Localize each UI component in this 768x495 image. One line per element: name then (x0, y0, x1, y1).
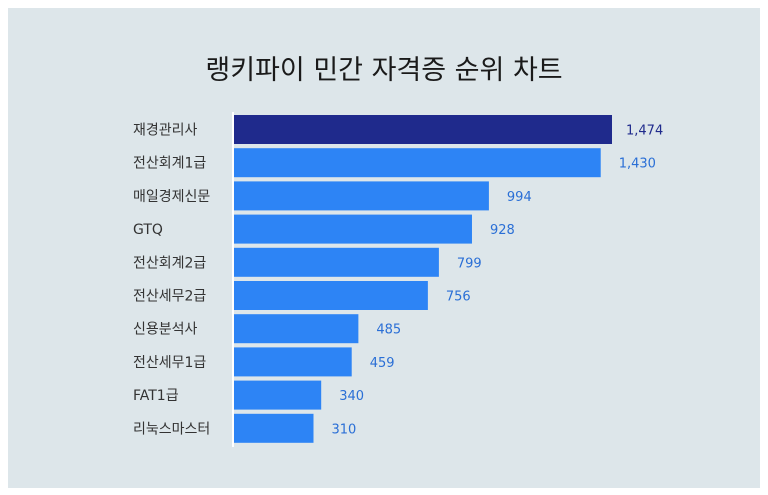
bar (234, 347, 352, 377)
category-label: 재경관리사 (133, 123, 198, 139)
bar (234, 115, 612, 144)
bar (234, 314, 359, 344)
bar (234, 148, 601, 178)
category-label: 전산세무2급 (133, 289, 206, 305)
category-label: GTQ (133, 222, 163, 238)
bar (234, 413, 314, 443)
value-label: 310 (331, 422, 356, 437)
bar (234, 380, 322, 410)
value-label: 994 (507, 190, 532, 205)
category-label: FAT1급 (133, 388, 179, 404)
bar (234, 181, 489, 211)
chart-title: 랭키파이 민간 자격증 순위 차트 (205, 55, 563, 86)
value-label: 799 (457, 256, 482, 271)
value-label: 1,474 (626, 124, 663, 139)
value-label: 459 (370, 356, 395, 371)
value-label: 756 (446, 290, 471, 305)
category-label: 매일경제신문 (133, 189, 210, 205)
value-label: 1,430 (619, 157, 656, 172)
value-label: 485 (376, 323, 401, 338)
category-label: 리눅스마스터 (133, 421, 210, 437)
bar (234, 247, 439, 277)
category-label: 전산회계2급 (133, 255, 206, 271)
value-label: 340 (339, 389, 364, 404)
value-label: 928 (490, 223, 515, 238)
category-label: 전산회계1급 (133, 156, 206, 172)
bar (234, 281, 428, 310)
category-label: 전산세무1급 (133, 355, 206, 371)
category-label: 신용분석사 (133, 322, 198, 338)
bar (234, 214, 472, 244)
